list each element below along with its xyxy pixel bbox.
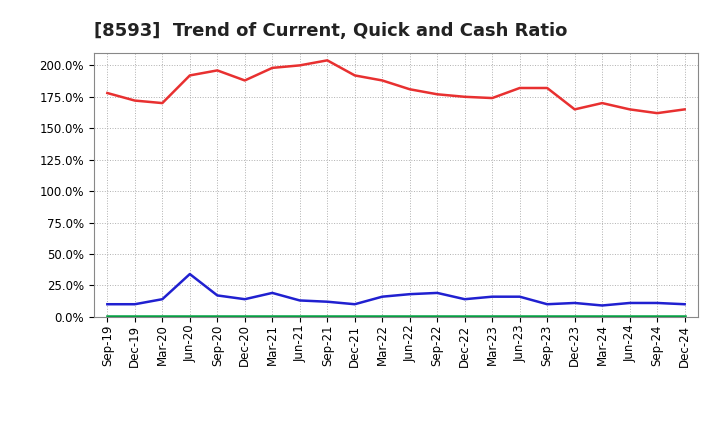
Current Ratio: [323, 58, 332, 63]
Quick Ratio: [268, 313, 276, 318]
Cash Ratio: [268, 290, 276, 296]
Cash Ratio: [130, 301, 139, 307]
Current Ratio: [488, 95, 497, 101]
Cash Ratio: [460, 297, 469, 302]
Current Ratio: [213, 68, 222, 73]
Current Ratio: [158, 100, 166, 106]
Quick Ratio: [516, 313, 524, 318]
Quick Ratio: [103, 313, 112, 318]
Current Ratio: [626, 107, 634, 112]
Quick Ratio: [570, 313, 579, 318]
Cash Ratio: [626, 301, 634, 306]
Cash Ratio: [543, 301, 552, 307]
Current Ratio: [295, 63, 304, 68]
Cash Ratio: [186, 271, 194, 277]
Quick Ratio: [433, 313, 441, 318]
Current Ratio: [351, 73, 359, 78]
Quick Ratio: [626, 313, 634, 318]
Current Ratio: [103, 90, 112, 95]
Current Ratio: [433, 92, 441, 97]
Cash Ratio: [378, 294, 387, 299]
Cash Ratio: [598, 303, 606, 308]
Cash Ratio: [516, 294, 524, 299]
Cash Ratio: [570, 301, 579, 306]
Quick Ratio: [598, 313, 606, 318]
Quick Ratio: [378, 313, 387, 318]
Current Ratio: [405, 87, 414, 92]
Quick Ratio: [295, 313, 304, 318]
Quick Ratio: [680, 313, 689, 318]
Line: Cash Ratio: Cash Ratio: [107, 274, 685, 305]
Cash Ratio: [680, 301, 689, 307]
Quick Ratio: [488, 313, 497, 318]
Current Ratio: [653, 110, 662, 116]
Current Ratio: [598, 100, 606, 106]
Current Ratio: [186, 73, 194, 78]
Quick Ratio: [460, 313, 469, 318]
Quick Ratio: [351, 313, 359, 318]
Current Ratio: [543, 85, 552, 91]
Quick Ratio: [186, 313, 194, 318]
Quick Ratio: [405, 313, 414, 318]
Cash Ratio: [240, 297, 249, 302]
Current Ratio: [240, 78, 249, 83]
Cash Ratio: [323, 299, 332, 304]
Cash Ratio: [158, 297, 166, 302]
Text: [8593]  Trend of Current, Quick and Cash Ratio: [8593] Trend of Current, Quick and Cash …: [94, 22, 567, 40]
Current Ratio: [268, 65, 276, 70]
Current Ratio: [680, 107, 689, 112]
Line: Current Ratio: Current Ratio: [107, 60, 685, 113]
Quick Ratio: [130, 313, 139, 318]
Current Ratio: [570, 107, 579, 112]
Current Ratio: [516, 85, 524, 91]
Cash Ratio: [433, 290, 441, 296]
Quick Ratio: [240, 313, 249, 318]
Quick Ratio: [543, 313, 552, 318]
Quick Ratio: [213, 313, 222, 318]
Cash Ratio: [103, 301, 112, 307]
Current Ratio: [460, 94, 469, 99]
Cash Ratio: [213, 293, 222, 298]
Current Ratio: [130, 98, 139, 103]
Cash Ratio: [653, 301, 662, 306]
Current Ratio: [378, 78, 387, 83]
Cash Ratio: [295, 298, 304, 303]
Cash Ratio: [488, 294, 497, 299]
Quick Ratio: [158, 313, 166, 318]
Cash Ratio: [405, 292, 414, 297]
Cash Ratio: [351, 301, 359, 307]
Quick Ratio: [653, 313, 662, 318]
Quick Ratio: [323, 313, 332, 318]
